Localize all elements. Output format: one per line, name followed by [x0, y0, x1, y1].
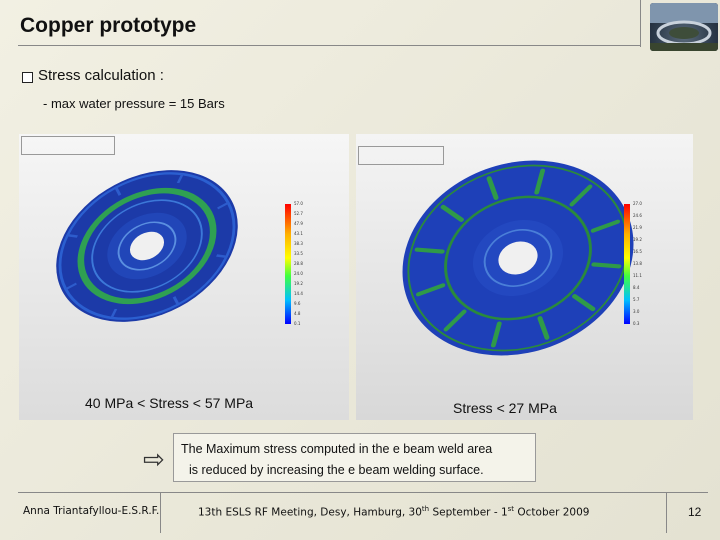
legend-tick-label: 24.0	[294, 271, 303, 276]
legend-tick-label: 5.7	[633, 297, 640, 302]
conclusion-line-1: The Maximum stress computed in the e bea…	[181, 442, 493, 456]
footer-divider-vertical	[160, 493, 161, 533]
simulation-image-left: 57.0 52.7 47.9 43.1 38.3 33.5 28.8 24.0 19.2 14.4…	[19, 134, 349, 420]
legend-tick-label: 0.1	[294, 321, 301, 326]
sub-point: - max water pressure = 15 Bars	[43, 96, 225, 111]
esrf-site-thumbnail	[650, 3, 718, 51]
title-divider	[18, 45, 640, 46]
footer-divider-vertical	[666, 493, 667, 533]
legend-tick-label: 47.9	[294, 221, 303, 226]
title-divider-vertical	[640, 0, 641, 47]
legend-tick-label: 0.3	[633, 321, 640, 326]
legend-tick-label: 52.7	[294, 211, 303, 216]
footer-meeting: 13th ESLS RF Meeting, Desy, Hamburg, 30t…	[198, 505, 590, 519]
bullet-icon	[22, 72, 33, 83]
legend-tick-label: 14.4	[294, 291, 303, 296]
caption-right: Stress < 27 MPa	[453, 400, 557, 416]
footer-divider	[18, 492, 708, 493]
page-number: 12	[688, 505, 702, 519]
legend-tick-label: 9.6	[294, 301, 301, 306]
legend-tick-label: 28.8	[294, 261, 303, 266]
legend-tick-label: 43.1	[294, 231, 303, 236]
legend-right: 27.0 24.6 21.9 19.2 16.5 13.8 11.1 8.4 5.7 3.0 0.3	[633, 202, 663, 326]
model-info-box	[358, 146, 444, 165]
right-arrow-icon: ⇨	[143, 444, 165, 474]
legend-tick-label: 21.9	[633, 225, 642, 230]
legend-left: 57.0 52.7 47.9 43.1 38.3 33.5 28.8 24.0 19.2 14.4…	[294, 202, 324, 326]
footer-author: Anna Triantafyllou-E.S.R.F.	[23, 505, 160, 517]
color-scale-bar	[624, 204, 630, 324]
conclusion-box	[173, 433, 536, 482]
legend-tick-label: 3.0	[633, 309, 640, 314]
bullet-text: Stress calculation :	[38, 67, 164, 84]
legend-tick-label: 4.8	[294, 311, 301, 316]
caption-left: 40 MPa < Stress < 57 MPa	[85, 395, 254, 411]
legend-tick-label: 8.4	[633, 285, 640, 290]
legend-tick-label: 16.5	[633, 249, 642, 254]
legend-tick-label: 38.3	[294, 241, 303, 246]
conclusion-line-2: is reduced by increasing the e beam weld…	[189, 463, 484, 477]
legend-tick-label: 19.2	[633, 237, 642, 242]
color-scale-bar	[285, 204, 291, 324]
legend-tick-label: 33.5	[294, 251, 303, 256]
model-info-box	[21, 136, 115, 155]
legend-tick-label: 24.6	[633, 213, 642, 218]
legend-tick-label: 11.1	[633, 273, 642, 278]
slide-title: Copper prototype	[20, 14, 197, 37]
legend-tick-label: 27.0	[633, 201, 642, 206]
simulation-image-right: 27.0 24.6 21.9 19.2 16.5 13.8 11.1 8.4 5.7 3.0 0.3	[356, 134, 693, 420]
legend-tick-label: 57.0	[294, 201, 303, 206]
legend-tick-label: 19.2	[294, 281, 303, 286]
legend-tick-label: 13.8	[633, 261, 642, 266]
